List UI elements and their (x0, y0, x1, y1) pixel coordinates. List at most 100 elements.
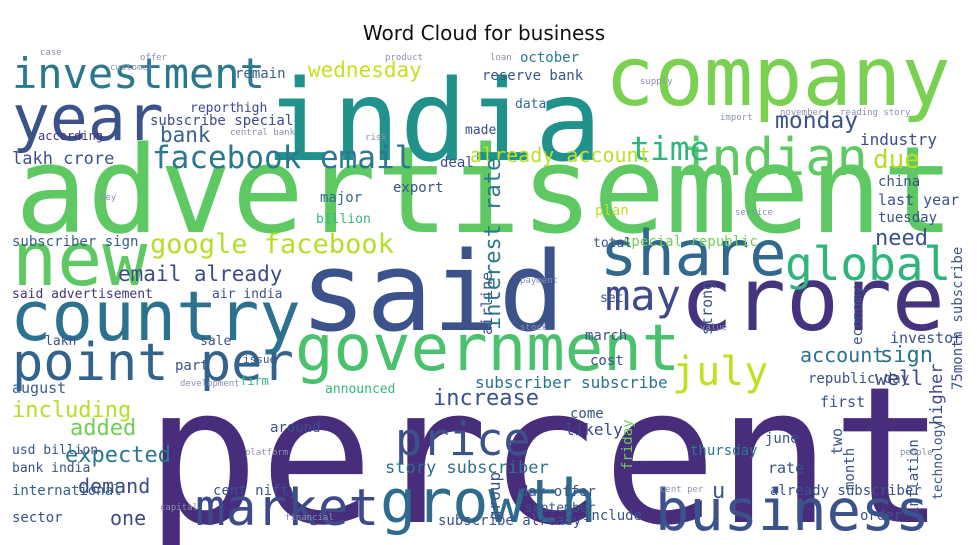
word: reserve bank (482, 68, 584, 84)
word: march (585, 328, 627, 344)
word: due (873, 145, 920, 175)
word: value (700, 323, 727, 333)
word: country (10, 277, 301, 357)
word: investor (890, 329, 962, 347)
word: group (485, 472, 504, 520)
word: price (395, 413, 530, 466)
word: include (583, 508, 642, 524)
word: rate (768, 459, 804, 477)
word: cent per (660, 485, 704, 495)
word: june (765, 431, 799, 447)
word: subscriber sign (12, 234, 138, 250)
word: capital (160, 503, 198, 513)
word: interest rate (481, 158, 506, 330)
word: financial (285, 513, 334, 523)
word: major (320, 190, 362, 206)
word: industry (860, 130, 937, 149)
word: economy (850, 286, 866, 345)
word: product (385, 53, 423, 63)
word: reading story (840, 108, 911, 118)
word: billion (316, 212, 371, 227)
word: order (860, 508, 902, 524)
word: expected (65, 443, 171, 468)
word: bank india (12, 461, 90, 476)
word: percent (145, 346, 946, 545)
word: firm (240, 374, 269, 388)
word: usd billion (12, 443, 98, 458)
word: case (40, 48, 62, 58)
word: company (605, 30, 951, 125)
word: deal (440, 155, 474, 171)
word: growth (380, 467, 597, 537)
word: sector (12, 510, 63, 526)
word: republic day (808, 371, 909, 387)
word: already account (470, 143, 651, 167)
word: may (605, 271, 681, 320)
word: key (100, 193, 117, 203)
word: airline (478, 272, 496, 335)
word: crore (680, 248, 945, 351)
word: lakh crore (12, 149, 114, 169)
word: service (735, 208, 773, 218)
word: market (195, 479, 379, 538)
word: facebook email (152, 140, 413, 176)
word: platform (245, 448, 288, 458)
word: plan (595, 203, 629, 219)
word: offer (140, 53, 168, 63)
word: said (300, 228, 565, 356)
word: data (515, 97, 546, 112)
word: friday (620, 419, 636, 470)
word: high (236, 101, 267, 116)
word: august (12, 379, 66, 397)
word: supply (640, 77, 673, 87)
word: higher (927, 364, 947, 425)
word: customer (110, 63, 154, 73)
word: account (800, 343, 884, 367)
word: special republic (623, 234, 758, 250)
word: monday (775, 108, 858, 134)
word: stock (520, 323, 548, 333)
word: investment (12, 49, 265, 98)
word: technology (931, 422, 946, 500)
word: cent nifty (213, 483, 297, 499)
word: international (12, 483, 122, 499)
word: likely (565, 420, 623, 439)
word: google facebook (150, 229, 394, 260)
word: increase (433, 386, 539, 411)
word: first (820, 393, 865, 411)
word: business (655, 478, 930, 544)
word: loan (490, 53, 512, 63)
word: october (520, 50, 579, 66)
word: one (110, 506, 146, 530)
word: government (295, 312, 680, 386)
word: india (265, 57, 602, 187)
word: central bank (230, 128, 296, 138)
word: made (465, 123, 496, 138)
word: subscribe special (150, 113, 293, 129)
word: issue (243, 353, 276, 366)
word: time (630, 129, 709, 168)
word: email already (118, 262, 282, 286)
word: lakh (45, 334, 76, 349)
word: subscribe already (438, 513, 581, 529)
word: tuesday (878, 210, 937, 226)
word: announced (325, 382, 395, 397)
word: year (12, 82, 164, 155)
word: new (12, 215, 148, 303)
word: point per (12, 333, 294, 393)
word: people (900, 448, 933, 458)
word: air india (212, 287, 282, 302)
word: total (593, 236, 632, 251)
word: 75month subscribe (950, 247, 966, 390)
word: two (828, 428, 846, 455)
word: set (600, 291, 623, 306)
word: development (180, 379, 240, 389)
word: bank (160, 123, 211, 147)
word: july (672, 349, 768, 395)
word: need (875, 226, 928, 251)
word: including (12, 398, 131, 423)
word: risk (365, 133, 387, 143)
word: remain (235, 66, 286, 82)
word: story subscriber (385, 458, 549, 478)
